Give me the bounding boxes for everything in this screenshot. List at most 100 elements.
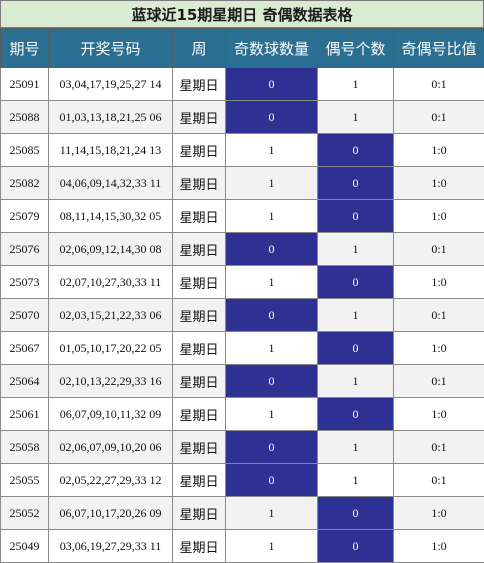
cell-even-count: 0 bbox=[318, 167, 394, 200]
cell-period: 25091 bbox=[1, 68, 49, 101]
cell-numbers: 02,06,09,12,14,30 08 bbox=[49, 233, 173, 266]
cell-numbers: 08,11,14,15,30,32 05 bbox=[49, 200, 173, 233]
cell-ratio: 1:0 bbox=[394, 134, 484, 167]
header-numbers: 开奖号码 bbox=[49, 29, 173, 68]
cell-period: 25049 bbox=[1, 530, 49, 563]
cell-ratio: 1:0 bbox=[394, 530, 484, 563]
cell-odd-count: 1 bbox=[226, 530, 318, 563]
cell-even-count: 0 bbox=[318, 266, 394, 299]
cell-ratio: 1:0 bbox=[394, 167, 484, 200]
cell-ratio: 0:1 bbox=[394, 431, 484, 464]
cell-numbers: 02,10,13,22,29,33 16 bbox=[49, 365, 173, 398]
cell-numbers: 11,14,15,18,21,24 13 bbox=[49, 134, 173, 167]
cell-numbers: 03,06,19,27,29,33 11 bbox=[49, 530, 173, 563]
cell-week: 星期日 bbox=[173, 431, 226, 464]
cell-week: 星期日 bbox=[173, 530, 226, 563]
cell-odd-count: 0 bbox=[226, 68, 318, 101]
cell-numbers: 06,07,10,17,20,26 09 bbox=[49, 497, 173, 530]
cell-odd-count: 1 bbox=[226, 200, 318, 233]
header-ratio: 奇偶号比值 bbox=[394, 29, 484, 68]
cell-week: 星期日 bbox=[173, 332, 226, 365]
cell-even-count: 1 bbox=[318, 431, 394, 464]
cell-even-count: 1 bbox=[318, 464, 394, 497]
cell-week: 星期日 bbox=[173, 398, 226, 431]
cell-week: 星期日 bbox=[173, 101, 226, 134]
cell-odd-count: 1 bbox=[226, 134, 318, 167]
cell-even-count: 0 bbox=[318, 332, 394, 365]
cell-week: 星期日 bbox=[173, 464, 226, 497]
cell-odd-count: 0 bbox=[226, 101, 318, 134]
header-week: 周 bbox=[173, 29, 226, 68]
cell-even-count: 1 bbox=[318, 101, 394, 134]
cell-period: 25064 bbox=[1, 365, 49, 398]
cell-period: 25079 bbox=[1, 200, 49, 233]
cell-odd-count: 0 bbox=[226, 365, 318, 398]
cell-period: 25070 bbox=[1, 299, 49, 332]
cell-ratio: 1:0 bbox=[394, 332, 484, 365]
cell-week: 星期日 bbox=[173, 299, 226, 332]
cell-period: 25067 bbox=[1, 332, 49, 365]
cell-period: 25082 bbox=[1, 167, 49, 200]
cell-week: 星期日 bbox=[173, 200, 226, 233]
cell-ratio: 0:1 bbox=[394, 299, 484, 332]
cell-odd-count: 1 bbox=[226, 266, 318, 299]
cell-week: 星期日 bbox=[173, 365, 226, 398]
cell-ratio: 1:0 bbox=[394, 497, 484, 530]
cell-odd-count: 0 bbox=[226, 299, 318, 332]
header-even-count: 偶号个数 bbox=[318, 29, 394, 68]
cell-period: 25076 bbox=[1, 233, 49, 266]
cell-numbers: 02,05,22,27,29,33 12 bbox=[49, 464, 173, 497]
cell-period: 25055 bbox=[1, 464, 49, 497]
cell-even-count: 0 bbox=[318, 398, 394, 431]
table-title: 蓝球近15期星期日 奇偶数据表格 bbox=[0, 0, 484, 28]
header-row: 期号 开奖号码 周 奇数球数量 偶号个数 奇偶号比值 bbox=[1, 29, 484, 68]
cell-even-count: 0 bbox=[318, 200, 394, 233]
cell-numbers: 01,05,10,17,20,22 05 bbox=[49, 332, 173, 365]
cell-week: 星期日 bbox=[173, 68, 226, 101]
cell-period: 25052 bbox=[1, 497, 49, 530]
cell-period: 25073 bbox=[1, 266, 49, 299]
cell-ratio: 0:1 bbox=[394, 101, 484, 134]
cell-numbers: 02,03,15,21,22,33 06 bbox=[49, 299, 173, 332]
cell-ratio: 1:0 bbox=[394, 398, 484, 431]
cell-week: 星期日 bbox=[173, 266, 226, 299]
cell-period: 25088 bbox=[1, 101, 49, 134]
cell-week: 星期日 bbox=[173, 134, 226, 167]
header-period: 期号 bbox=[1, 29, 49, 68]
cell-even-count: 0 bbox=[318, 497, 394, 530]
cell-even-count: 0 bbox=[318, 530, 394, 563]
cell-even-count: 1 bbox=[318, 365, 394, 398]
cell-odd-count: 1 bbox=[226, 167, 318, 200]
cell-ratio: 0:1 bbox=[394, 233, 484, 266]
cell-period: 25058 bbox=[1, 431, 49, 464]
cell-ratio: 0:1 bbox=[394, 365, 484, 398]
cell-ratio: 0:1 bbox=[394, 464, 484, 497]
cell-numbers: 04,06,09,14,32,33 11 bbox=[49, 167, 173, 200]
cell-period: 25061 bbox=[1, 398, 49, 431]
cell-odd-count: 0 bbox=[226, 233, 318, 266]
cell-numbers: 06,07,09,10,11,32 09 bbox=[49, 398, 173, 431]
cell-ratio: 1:0 bbox=[394, 266, 484, 299]
header-odd-count: 奇数球数量 bbox=[226, 29, 318, 68]
cell-ratio: 0:1 bbox=[394, 68, 484, 101]
cell-even-count: 1 bbox=[318, 68, 394, 101]
cell-ratio: 1:0 bbox=[394, 200, 484, 233]
cell-numbers: 01,03,13,18,21,25 06 bbox=[49, 101, 173, 134]
cell-odd-count: 1 bbox=[226, 332, 318, 365]
